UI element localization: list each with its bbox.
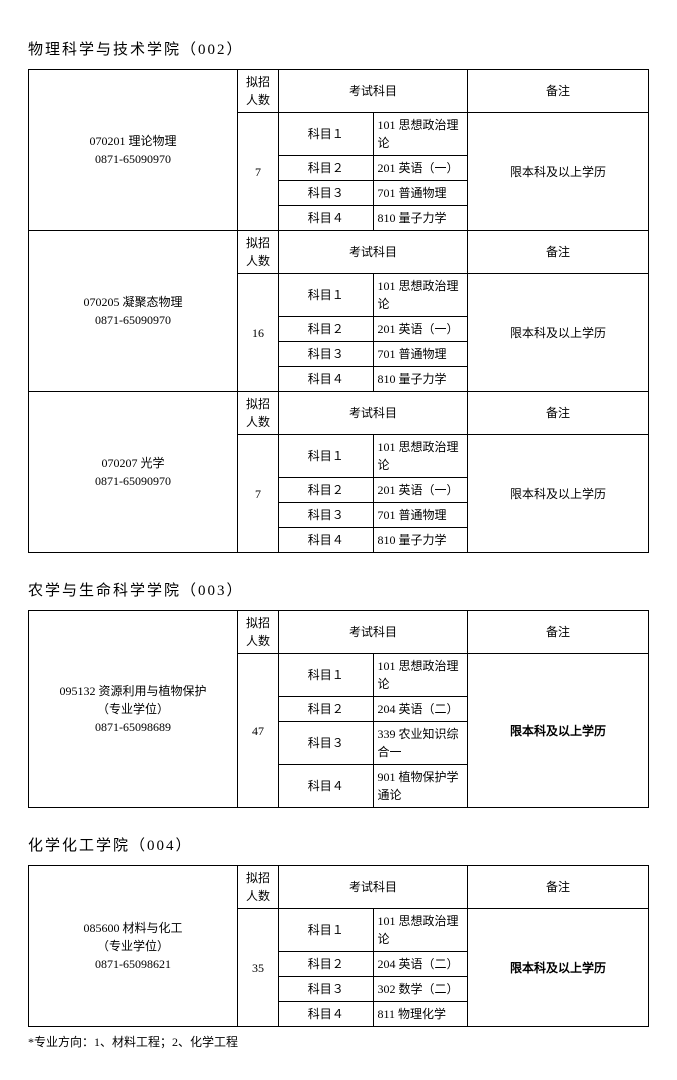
subject-label: 科目４ — [279, 765, 374, 808]
subject-label: 科目２ — [279, 156, 374, 181]
note-value: 限本科及以上学历 — [468, 274, 649, 392]
subject-label: 科目３ — [279, 722, 374, 765]
college-title: 化学化工学院（004） — [28, 834, 649, 855]
program-cell: 070207 光学 0871-65090970 — [29, 392, 238, 553]
subject-label: 科目３ — [279, 342, 374, 367]
program-table: 085600 材料与化工 （专业学位） 0871-65098621 拟招人数考试科目备… — [28, 865, 649, 1027]
note-header: 备注 — [468, 70, 649, 113]
subject-name: 101 思想政治理论 — [373, 274, 468, 317]
quota-value: 16 — [238, 274, 279, 392]
program-cell: 070205 凝聚态物理 0871-65090970 — [29, 231, 238, 392]
subject-name: 101 思想政治理论 — [373, 909, 468, 952]
note-header: 备注 — [468, 866, 649, 909]
subject-name: 810 量子力学 — [373, 528, 468, 553]
quota-header: 拟招人数 — [238, 392, 279, 435]
subject-label: 科目４ — [279, 528, 374, 553]
subject-name: 339 农业知识综合一 — [373, 722, 468, 765]
program-line: 0871-65090970 — [95, 313, 171, 327]
subject-name: 302 数学（二） — [373, 977, 468, 1002]
subject-label: 科目３ — [279, 181, 374, 206]
subject-name: 701 普通物理 — [373, 181, 468, 206]
subject-label: 科目２ — [279, 952, 374, 977]
subject-label: 科目１ — [279, 435, 374, 478]
quota-value: 47 — [238, 654, 279, 808]
exam-subjects-header: 考试科目 — [279, 611, 468, 654]
note-value: 限本科及以上学历 — [468, 909, 649, 1027]
subject-label: 科目３ — [279, 503, 374, 528]
quota-header: 拟招人数 — [238, 866, 279, 909]
program-header-row: 070205 凝聚态物理0871-65090970拟招人数考试科目备注 — [29, 231, 649, 274]
exam-subjects-header: 考试科目 — [279, 392, 468, 435]
program-cell: 070201 理论物理 0871-65090970 — [29, 70, 238, 231]
program-line: 0871-65090970 — [95, 474, 171, 488]
program-line: （专业学位） — [97, 702, 169, 716]
subject-name: 204 英语（二） — [373, 697, 468, 722]
subject-label: 科目２ — [279, 478, 374, 503]
program-line: 095132 资源利用与植物保护 — [59, 684, 206, 698]
subject-name: 811 物理化学 — [373, 1002, 468, 1027]
note-value: 限本科及以上学历 — [468, 435, 649, 553]
document-root: 物理科学与技术学院（002）070201 理论物理0871-65090970拟招… — [28, 38, 649, 1050]
program-header-row: 095132 资源利用与植物保护（专业学位）0871-65098689拟招人数考… — [29, 611, 649, 654]
program-line: 070205 凝聚态物理 — [83, 295, 182, 309]
subject-name: 701 普通物理 — [373, 503, 468, 528]
college-title: 物理科学与技术学院（002） — [28, 38, 649, 59]
quota-value: 7 — [238, 113, 279, 231]
subject-name: 101 思想政治理论 — [373, 435, 468, 478]
program-table: 095132 资源利用与植物保护 （专业学位） 0871-65098689 拟招人数考… — [28, 610, 649, 808]
quota-value: 7 — [238, 435, 279, 553]
program-line: 070201 理论物理 — [89, 134, 176, 148]
note-header: 备注 — [468, 611, 649, 654]
program-line: 070207 光学 — [101, 456, 164, 470]
quota-header: 拟招人数 — [238, 611, 279, 654]
subject-name: 101 思想政治理论 — [373, 113, 468, 156]
program-line: 0871-65090970 — [95, 152, 171, 166]
subject-label: 科目４ — [279, 367, 374, 392]
subject-name: 101 思想政治理论 — [373, 654, 468, 697]
exam-subjects-header: 考试科目 — [279, 70, 468, 113]
subject-label: 科目１ — [279, 654, 374, 697]
program-line: （专业学位） — [97, 939, 169, 953]
note-value: 限本科及以上学历 — [468, 113, 649, 231]
subject-label: 科目３ — [279, 977, 374, 1002]
program-header-row: 070207 光学0871-65090970拟招人数考试科目备注 — [29, 392, 649, 435]
quota-header: 拟招人数 — [238, 231, 279, 274]
subject-label: 科目４ — [279, 1002, 374, 1027]
note-value: 限本科及以上学历 — [468, 654, 649, 808]
subject-name: 201 英语（一） — [373, 156, 468, 181]
subject-label: 科目２ — [279, 697, 374, 722]
program-line: 0871-65098689 — [95, 720, 171, 734]
subject-label: 科目２ — [279, 317, 374, 342]
program-header-row: 085600 材料与化工（专业学位）0871-65098621拟招人数考试科目备… — [29, 866, 649, 909]
program-line: 0871-65098621 — [95, 957, 171, 971]
quota-header: 拟招人数 — [238, 70, 279, 113]
college-footnote: *专业方向：1、材料工程；2、化学工程 — [28, 1033, 649, 1050]
program-table: 070201 理论物理0871-65090970拟招人数考试科目备注7科目１10… — [28, 69, 649, 553]
subject-name: 810 量子力学 — [373, 206, 468, 231]
exam-subjects-header: 考试科目 — [279, 231, 468, 274]
program-header-row: 070201 理论物理0871-65090970拟招人数考试科目备注 — [29, 70, 649, 113]
note-header: 备注 — [468, 231, 649, 274]
subject-name: 201 英语（一） — [373, 478, 468, 503]
quota-value: 35 — [238, 909, 279, 1027]
subject-name: 701 普通物理 — [373, 342, 468, 367]
subject-label: 科目１ — [279, 113, 374, 156]
subject-label: 科目４ — [279, 206, 374, 231]
program-line: 085600 材料与化工 — [83, 921, 182, 935]
note-header: 备注 — [468, 392, 649, 435]
subject-name: 901 植物保护学通论 — [373, 765, 468, 808]
program-cell: 085600 材料与化工 （专业学位） 0871-65098621 — [29, 866, 238, 1027]
subject-name: 204 英语（二） — [373, 952, 468, 977]
college-title: 农学与生命科学学院（003） — [28, 579, 649, 600]
subject-name: 201 英语（一） — [373, 317, 468, 342]
subject-name: 810 量子力学 — [373, 367, 468, 392]
subject-label: 科目１ — [279, 274, 374, 317]
subject-label: 科目１ — [279, 909, 374, 952]
program-cell: 095132 资源利用与植物保护 （专业学位） 0871-65098689 — [29, 611, 238, 808]
exam-subjects-header: 考试科目 — [279, 866, 468, 909]
